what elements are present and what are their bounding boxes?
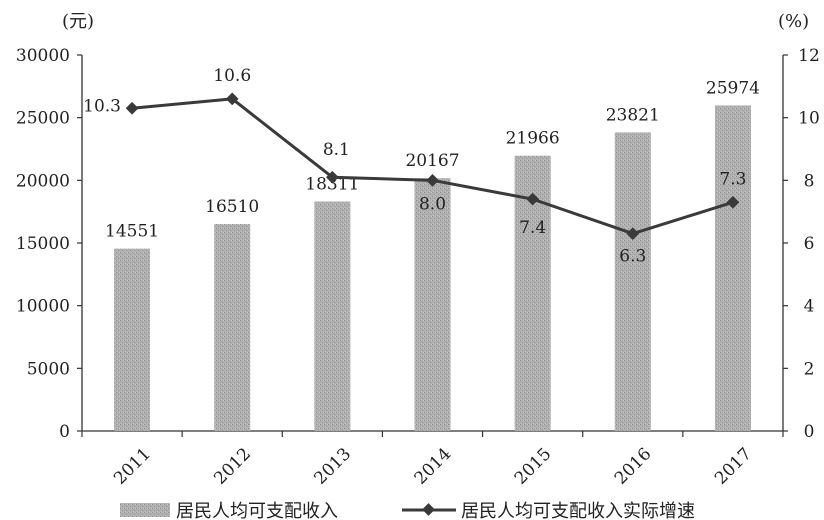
line-point bbox=[325, 170, 339, 184]
line-point bbox=[125, 101, 139, 115]
right-tick-label: 4 bbox=[804, 297, 815, 317]
bar-value-label: 14551 bbox=[105, 222, 159, 242]
line-point bbox=[426, 173, 439, 187]
line-value-label: 8.1 bbox=[323, 140, 350, 160]
right-tick-label: 6 bbox=[804, 234, 815, 254]
x-tick-label: 2014 bbox=[411, 444, 456, 489]
right-tick-label: 12 bbox=[798, 46, 820, 66]
legend: 居民人均可支配收入 居民人均可支配收入实际增速 bbox=[120, 501, 695, 520]
legend-line-label: 居民人均可支配收入实际增速 bbox=[461, 501, 695, 520]
right-tick-label: 8 bbox=[804, 171, 815, 191]
x-tick-label: 2013 bbox=[310, 444, 355, 489]
right-tick-label: 0 bbox=[804, 422, 815, 442]
x-tick-label: 2011 bbox=[110, 444, 155, 489]
line-value-label: 8.0 bbox=[419, 194, 446, 214]
bar-value-label: 16510 bbox=[205, 197, 259, 217]
bar bbox=[314, 201, 351, 431]
line-value-label: 10.3 bbox=[83, 96, 121, 116]
left-tick-label: 0 bbox=[59, 422, 70, 442]
left-tick-label: 5000 bbox=[27, 359, 70, 379]
line-value-label: 7.4 bbox=[519, 218, 546, 238]
x-tick-label: 2017 bbox=[711, 444, 756, 489]
left-tick-label: 10000 bbox=[16, 297, 70, 317]
bar-value-label: 18311 bbox=[305, 175, 359, 195]
bar bbox=[714, 105, 751, 431]
x-tick-label: 2015 bbox=[511, 444, 556, 489]
line-value-label: 7.3 bbox=[719, 169, 746, 189]
legend-line-marker bbox=[422, 503, 435, 516]
bar bbox=[414, 178, 451, 431]
right-tick-label: 2 bbox=[804, 359, 815, 379]
bar-value-label: 25974 bbox=[706, 78, 760, 98]
left-tick-label: 20000 bbox=[16, 171, 70, 191]
left-tick-label: 30000 bbox=[16, 46, 70, 66]
bar-value-label: 21966 bbox=[506, 129, 560, 149]
line-value-label: 10.6 bbox=[213, 66, 251, 86]
line-point bbox=[225, 92, 239, 106]
x-tick-label: 2012 bbox=[210, 444, 255, 489]
left-tick-label: 25000 bbox=[16, 109, 70, 129]
bar-value-label: 23821 bbox=[606, 105, 660, 125]
line-value-label: 6.3 bbox=[619, 247, 646, 267]
legend-bar-label: 居民人均可支配收入 bbox=[176, 501, 338, 520]
legend-bar-swatch bbox=[120, 503, 170, 517]
left-axis-unit: (元) bbox=[62, 11, 94, 32]
bar bbox=[114, 248, 151, 431]
right-tick-label: 10 bbox=[798, 109, 820, 129]
right-axis-unit: (%) bbox=[778, 11, 809, 32]
left-tick-label: 15000 bbox=[16, 234, 70, 254]
bar bbox=[614, 132, 651, 431]
bar-value-label: 20167 bbox=[405, 151, 459, 171]
bar bbox=[214, 224, 251, 431]
x-tick-label: 2016 bbox=[611, 444, 656, 489]
